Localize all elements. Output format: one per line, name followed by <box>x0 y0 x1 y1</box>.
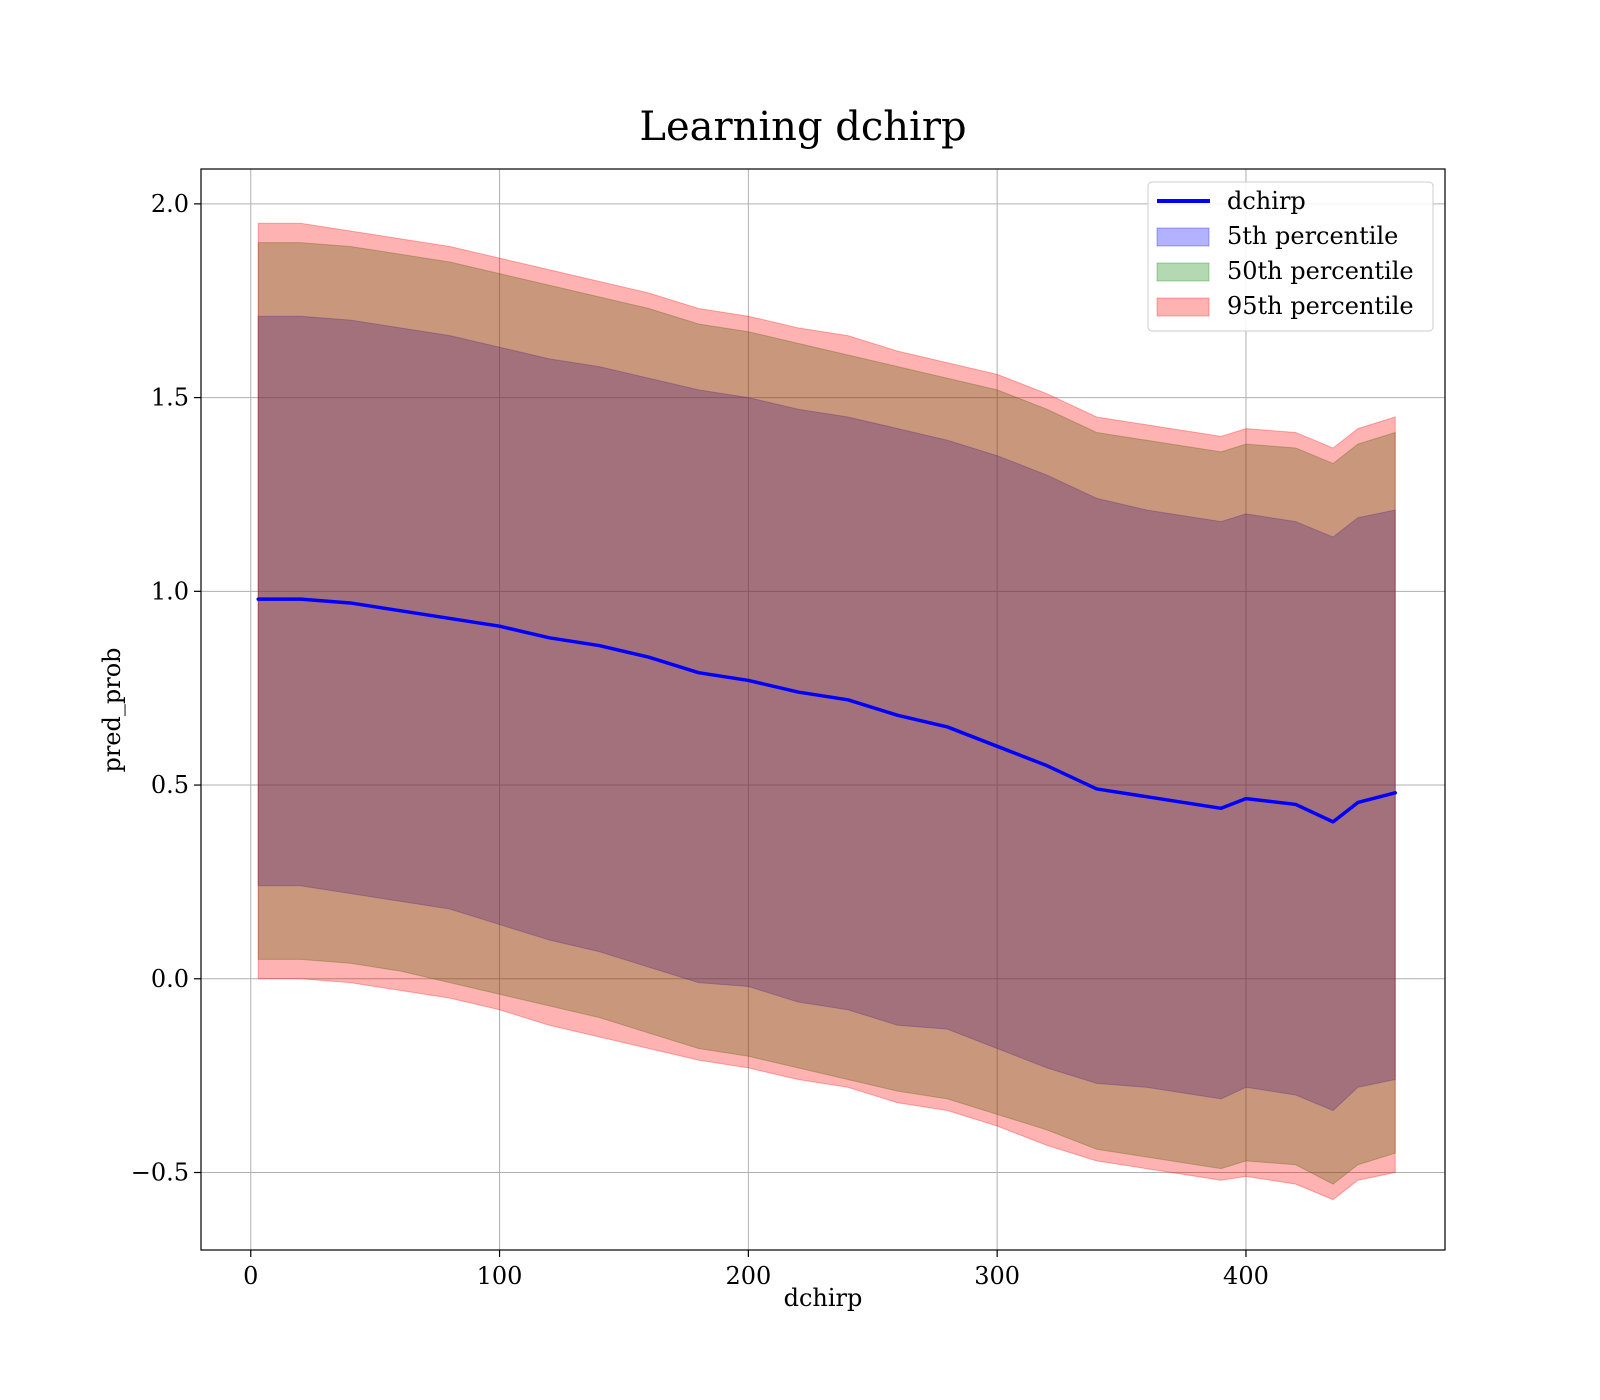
legend-swatch-95th <box>1156 297 1210 317</box>
legend-label-95th: 95th percentile <box>1227 292 1414 320</box>
y-tick-label: 1.0 <box>151 577 189 605</box>
legend-label-dchirp: dchirp <box>1227 187 1306 215</box>
series-line-dchirp <box>256 597 1397 824</box>
y-axis-ticks: −0.5 0.0 0.5 1.0 1.5 2.0 <box>131 190 201 1187</box>
x-tick-label: 0 <box>243 1262 258 1290</box>
x-tick-label: 300 <box>974 1262 1020 1290</box>
band-5th-percentile <box>257 315 1396 1112</box>
legend-frame <box>1147 181 1434 332</box>
series-lines <box>256 597 1397 824</box>
x-tick-label: 400 <box>1223 1262 1269 1290</box>
y-tick-label: −0.5 <box>131 1159 189 1187</box>
legend-label-5th: 5th percentile <box>1227 222 1398 250</box>
legend-swatch-50th <box>1156 262 1210 282</box>
percentile-bands <box>257 222 1396 1201</box>
x-tick-label: 200 <box>725 1262 771 1290</box>
grid <box>201 169 1445 1250</box>
y-tick-label: 1.5 <box>151 384 189 412</box>
y-tick-label: 0.0 <box>151 965 189 993</box>
x-axis-ticks: 0 100 200 300 400 <box>243 1250 1269 1290</box>
chart-title: Learning dchirp <box>639 104 966 150</box>
band-50th-percentile <box>257 242 1396 1185</box>
band-95th-percentile <box>257 222 1396 1201</box>
y-tick-label: 2.0 <box>151 190 189 218</box>
legend: dchirp 5th percentile 50th percentile 95… <box>1147 181 1434 332</box>
legend-label-50th: 50th percentile <box>1227 257 1414 285</box>
y-axis-label: pred_prob <box>98 647 126 772</box>
x-tick-label: 100 <box>477 1262 523 1290</box>
y-tick-label: 0.5 <box>151 771 189 799</box>
legend-swatch-5th <box>1156 227 1210 247</box>
plot-frame <box>200 168 1446 1251</box>
x-axis-label: dchirp <box>784 1284 863 1312</box>
